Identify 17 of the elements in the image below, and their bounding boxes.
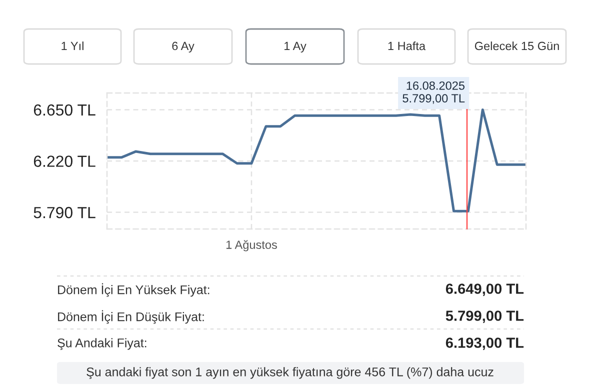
text: Şu Andaki Fiyat: bbox=[58, 338, 146, 350]
x-tick-label: 1 Ağustos bbox=[226, 240, 277, 252]
text: 6 Ay bbox=[172, 42, 194, 52]
text: Dönem İçi En Yüksek Fiyat: bbox=[58, 283, 210, 297]
text: 6.193,00 TL bbox=[446, 338, 524, 350]
text: Dönem İçi En Düşük Fiyat: bbox=[58, 310, 204, 324]
annotation: 16.08.2025 5.799,00 TL bbox=[402, 81, 465, 104]
y-tick-label: 6.220 TL bbox=[34, 156, 96, 167]
text: 1 Ay bbox=[284, 42, 306, 52]
text: Şu andaki fiyat son 1 ayın en yüksek fiyatına göre 456 TL (%7) daha ucuz bbox=[86, 367, 494, 379]
text: 6.649,00 TL bbox=[446, 284, 524, 296]
text: 5.799,00 TL bbox=[446, 310, 524, 324]
y-tick-label: 5.790 TL bbox=[34, 206, 96, 218]
text: 1 Yıl bbox=[62, 42, 84, 50]
text: 1 Hafta bbox=[388, 42, 426, 50]
y-tick-label: 6.650 TL bbox=[34, 104, 96, 116]
text: Gelecek 15 Gün bbox=[474, 42, 559, 50]
